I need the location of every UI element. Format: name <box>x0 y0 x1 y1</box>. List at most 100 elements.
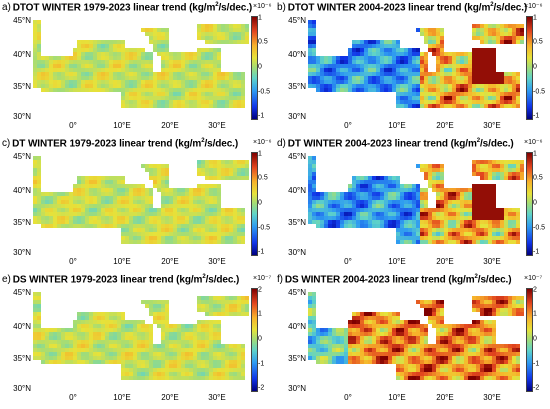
trend-cell <box>245 32 249 36</box>
trend-cell <box>312 220 316 224</box>
trend-cell <box>237 28 241 32</box>
trend-cell <box>37 312 41 316</box>
trend-cell <box>408 68 412 72</box>
trend-cell <box>221 304 225 308</box>
trend-cell <box>436 204 440 208</box>
trend-cell <box>81 84 85 88</box>
trend-cell <box>197 160 201 164</box>
trend-cell <box>484 48 488 52</box>
trend-cell <box>117 76 121 80</box>
trend-cell <box>133 344 137 348</box>
trend-cell <box>165 312 169 316</box>
trend-cell <box>69 360 73 364</box>
trend-cell <box>380 52 384 56</box>
trend-cell <box>480 232 484 236</box>
trend-cell <box>77 316 81 320</box>
trend-cell <box>512 40 516 44</box>
trend-cell <box>213 324 217 328</box>
trend-cell <box>420 344 424 348</box>
trend-cell <box>412 208 416 212</box>
trend-cell <box>209 296 213 300</box>
trend-cell <box>428 76 432 80</box>
trend-cell <box>161 232 165 236</box>
trend-cell <box>137 328 141 332</box>
trend-cell <box>81 348 85 352</box>
trend-cell <box>225 304 229 308</box>
trend-cell <box>161 356 165 360</box>
trend-cell <box>93 40 97 44</box>
trend-cell <box>488 344 492 348</box>
trend-cell <box>408 100 412 104</box>
trend-cell <box>189 344 193 348</box>
trend-cell <box>153 304 157 308</box>
trend-cell <box>161 224 165 228</box>
trend-cell <box>448 360 452 364</box>
trend-cell <box>213 40 217 44</box>
trend-cell <box>472 212 476 216</box>
trend-cell <box>420 216 424 220</box>
trend-cell <box>113 76 117 80</box>
trend-cell <box>125 344 129 348</box>
trend-cell <box>344 192 348 196</box>
trend-cell <box>185 60 189 64</box>
trend-cell <box>392 80 396 84</box>
trend-cell <box>145 168 149 172</box>
trend-cell <box>500 356 504 360</box>
trend-cell <box>85 204 89 208</box>
trend-cell <box>440 360 444 364</box>
trend-cell <box>456 52 460 56</box>
trend-cell <box>396 184 400 188</box>
trend-cell <box>372 40 376 44</box>
trend-cell <box>193 368 197 372</box>
trend-cell <box>85 184 89 188</box>
trend-cell <box>181 332 185 336</box>
trend-cell <box>173 368 177 372</box>
lon-label: 10°E <box>388 393 406 402</box>
trend-cell <box>41 80 45 84</box>
trend-cell <box>141 328 145 332</box>
trend-cell <box>229 216 233 220</box>
trend-cell <box>81 88 85 92</box>
trend-cell <box>408 368 412 372</box>
trend-cell <box>380 80 384 84</box>
trend-cell <box>312 76 316 80</box>
trend-cell <box>416 104 420 108</box>
trend-cell <box>416 48 420 52</box>
trend-cell <box>161 208 165 212</box>
trend-cell <box>213 204 217 208</box>
trend-cell <box>197 300 201 304</box>
trend-cell <box>388 76 392 80</box>
trend-cell <box>468 188 472 192</box>
trend-cell <box>500 96 504 100</box>
trend-cell <box>500 360 504 364</box>
trend-cell <box>388 348 392 352</box>
trend-cell <box>57 200 61 204</box>
trend-cell <box>516 208 520 212</box>
trend-cell <box>516 168 520 172</box>
trend-cell <box>197 216 201 220</box>
trend-cell <box>512 376 516 380</box>
trend-cell <box>360 208 364 212</box>
trend-cell <box>456 368 460 372</box>
trend-cell <box>476 364 480 368</box>
trend-cell <box>217 92 221 96</box>
trend-cell <box>372 68 376 72</box>
trend-cell <box>221 240 225 244</box>
trend-cell <box>217 164 221 168</box>
trend-cell <box>504 360 508 364</box>
title-end: /s/dec.) <box>480 138 514 150</box>
trend-cell <box>364 348 368 352</box>
trend-cell <box>312 176 316 180</box>
trend-cell <box>476 368 480 372</box>
trend-cell <box>444 212 448 216</box>
trend-cell <box>133 356 137 360</box>
trend-cell <box>384 324 388 328</box>
trend-cell <box>396 340 400 344</box>
trend-cell <box>177 192 181 196</box>
trend-cell <box>360 348 364 352</box>
trend-cell <box>157 344 161 348</box>
trend-cell <box>153 28 157 32</box>
trend-cell <box>169 344 173 348</box>
trend-cell <box>512 360 516 364</box>
trend-cell <box>49 216 53 220</box>
